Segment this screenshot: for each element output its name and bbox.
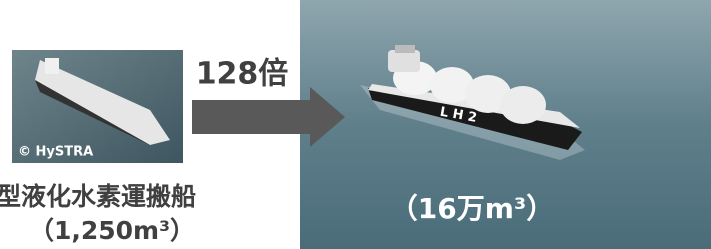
ratio-label: 128倍 (196, 57, 289, 92)
left-caption-name: 型液化水素運搬船 (0, 182, 196, 211)
left-photo: © HySTRA (12, 50, 183, 163)
left-caption-capacity: （1,250m³） (29, 216, 195, 245)
figure: L H 2 © HySTRA 128倍 型液化水素運搬船 （1,250m³） （… (0, 0, 711, 249)
photo-credit: © HySTRA (18, 145, 93, 160)
right-caption-capacity: （16万m³） (390, 192, 554, 225)
